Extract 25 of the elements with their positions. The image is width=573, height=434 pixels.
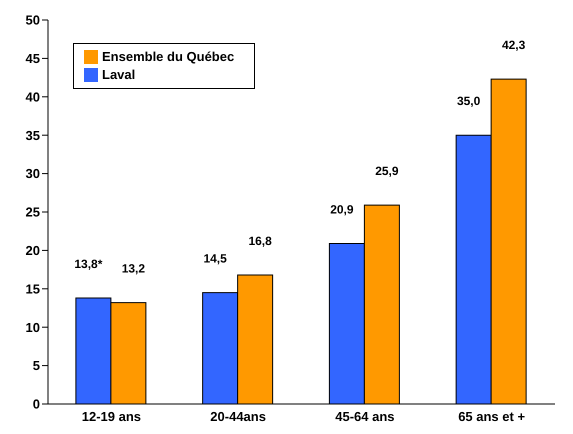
y-tick-label: 20 [26,243,40,258]
data-label: 20,9 [330,202,354,216]
data-label: 42,3 [502,38,526,52]
y-tick-label: 0 [32,396,40,412]
y-tick-label: 10 [26,320,40,335]
x-tick-label: 12-19 ans [82,409,142,424]
y-tick-label: 15 [26,281,40,296]
legend-label: Ensemble du Québec [102,49,234,64]
data-label: 35,0 [456,94,481,108]
data-label: 14,5 [203,252,228,266]
data-label: 13,8* [74,257,103,272]
y-tick-label: 30 [26,166,40,182]
y-tick-label: 50 [26,12,40,28]
legend-label: Laval [102,67,136,82]
y-tick-label: 45 [26,51,40,66]
y-tick-label: 25 [26,204,40,220]
data-label: 13,2 [122,262,146,276]
x-tick-label: 20-44ans [210,409,266,424]
data-label: 16,8 [248,234,272,248]
y-tick-label: 35 [26,128,40,143]
y-tick-label: 40 [26,89,40,104]
x-tick-label: 45-64 ans [335,409,395,424]
data-label: 25,9 [375,164,399,178]
x-tick-label: 65 ans et + [458,409,526,424]
y-tick-label: 5 [32,358,40,374]
